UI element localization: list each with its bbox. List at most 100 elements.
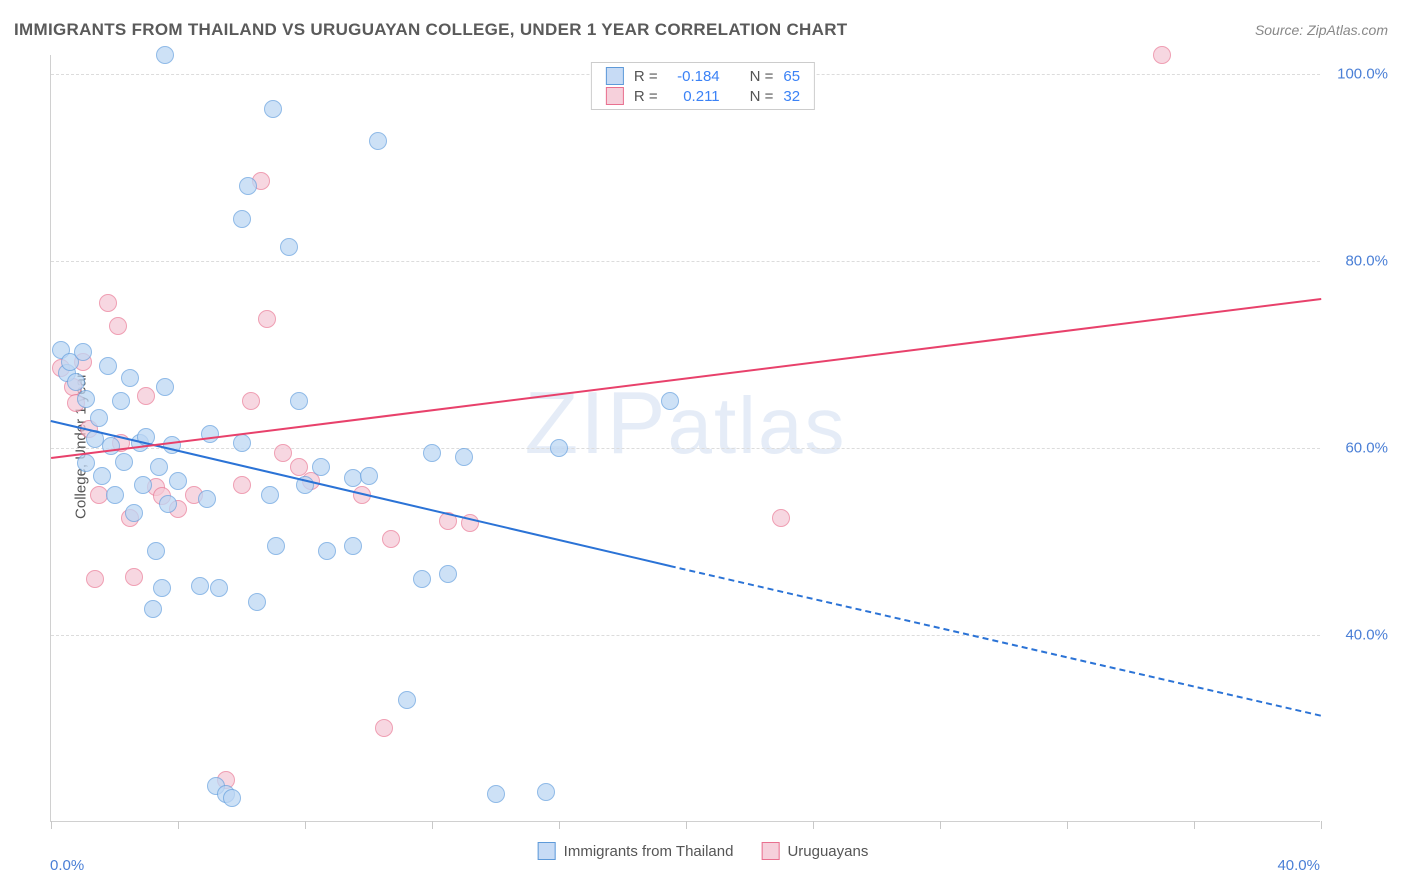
gridline <box>51 261 1320 262</box>
scatter-point-thailand <box>156 46 174 64</box>
scatter-point-thailand <box>423 444 441 462</box>
scatter-point-uruguay <box>86 570 104 588</box>
scatter-point-uruguay <box>233 476 251 494</box>
scatter-point-thailand <box>223 789 241 807</box>
x-tick <box>1321 821 1322 829</box>
scatter-point-thailand <box>67 373 85 391</box>
legend-swatch-blue <box>538 842 556 860</box>
scatter-point-thailand <box>312 458 330 476</box>
legend-n-value: 32 <box>783 88 800 105</box>
chart-source: Source: ZipAtlas.com <box>1255 22 1388 38</box>
scatter-point-thailand <box>487 785 505 803</box>
chart-title: IMMIGRANTS FROM THAILAND VS URUGUAYAN CO… <box>14 20 847 40</box>
scatter-point-uruguay <box>109 317 127 335</box>
scatter-point-thailand <box>147 542 165 560</box>
scatter-point-thailand <box>661 392 679 410</box>
scatter-point-uruguay <box>125 568 143 586</box>
scatter-point-thailand <box>198 490 216 508</box>
scatter-point-thailand <box>267 537 285 555</box>
x-tick <box>1067 821 1068 829</box>
scatter-point-thailand <box>93 467 111 485</box>
x-tick-label: 0.0% <box>50 857 84 874</box>
scatter-point-thailand <box>144 600 162 618</box>
plot-area: ZIPatlas <box>50 55 1320 822</box>
scatter-point-thailand <box>106 486 124 504</box>
legend-series: Immigrants from Thailand Uruguayans <box>538 842 869 860</box>
source-prefix: Source: <box>1255 22 1307 38</box>
legend-stats-row-2: R = 0.211 N = 32 <box>606 87 800 105</box>
scatter-point-uruguay <box>1153 46 1171 64</box>
scatter-point-thailand <box>344 537 362 555</box>
y-tick-label: 100.0% <box>1337 65 1388 82</box>
scatter-point-thailand <box>74 343 92 361</box>
scatter-point-thailand <box>169 472 187 490</box>
correlation-chart: IMMIGRANTS FROM THAILAND VS URUGUAYAN CO… <box>0 0 1406 892</box>
scatter-point-thailand <box>455 448 473 466</box>
scatter-point-thailand <box>112 392 130 410</box>
legend-series-uruguay: Uruguayans <box>761 842 868 860</box>
scatter-point-thailand <box>102 437 120 455</box>
scatter-point-uruguay <box>375 719 393 737</box>
scatter-point-thailand <box>413 570 431 588</box>
legend-r-value: 0.211 <box>668 88 720 105</box>
scatter-point-thailand <box>398 691 416 709</box>
scatter-point-thailand <box>233 210 251 228</box>
legend-stats: R = -0.184 N = 65 R = 0.211 N = 32 <box>591 62 815 110</box>
legend-series-label: Immigrants from Thailand <box>564 843 734 860</box>
trendline-thailand-dashed <box>670 565 1321 717</box>
legend-series-label: Uruguayans <box>787 843 868 860</box>
x-tick <box>940 821 941 829</box>
scatter-point-thailand <box>290 392 308 410</box>
scatter-point-thailand <box>239 177 257 195</box>
y-tick-label: 40.0% <box>1345 626 1388 643</box>
x-tick <box>1194 821 1195 829</box>
legend-series-thailand: Immigrants from Thailand <box>538 842 734 860</box>
legend-swatch-pink <box>761 842 779 860</box>
scatter-point-thailand <box>360 467 378 485</box>
legend-r-label: R = <box>634 68 658 85</box>
source-name: ZipAtlas.com <box>1307 22 1388 38</box>
scatter-point-thailand <box>537 783 555 801</box>
legend-r-label: R = <box>634 88 658 105</box>
scatter-point-thailand <box>550 439 568 457</box>
legend-swatch-blue <box>606 67 624 85</box>
scatter-point-thailand <box>121 369 139 387</box>
scatter-point-thailand <box>90 409 108 427</box>
scatter-point-thailand <box>125 504 143 522</box>
scatter-point-thailand <box>369 132 387 150</box>
y-tick-label: 60.0% <box>1345 439 1388 456</box>
x-tick <box>51 821 52 829</box>
scatter-point-uruguay <box>99 294 117 312</box>
scatter-point-thailand <box>150 458 168 476</box>
x-tick <box>432 821 433 829</box>
x-tick <box>178 821 179 829</box>
y-tick-label: 80.0% <box>1345 252 1388 269</box>
scatter-point-thailand <box>134 476 152 494</box>
scatter-point-thailand <box>77 454 95 472</box>
scatter-point-uruguay <box>137 387 155 405</box>
scatter-point-thailand <box>156 378 174 396</box>
scatter-point-thailand <box>115 453 133 471</box>
scatter-point-thailand <box>261 486 279 504</box>
trendline-uruguay <box>51 298 1321 459</box>
scatter-point-thailand <box>248 593 266 611</box>
scatter-point-thailand <box>99 357 117 375</box>
scatter-point-thailand <box>233 434 251 452</box>
scatter-point-thailand <box>159 495 177 513</box>
scatter-point-uruguay <box>258 310 276 328</box>
scatter-point-thailand <box>264 100 282 118</box>
x-tick-label: 40.0% <box>1277 857 1320 874</box>
x-tick <box>813 821 814 829</box>
legend-n-label: N = <box>750 68 774 85</box>
scatter-point-uruguay <box>242 392 260 410</box>
gridline <box>51 635 1320 636</box>
scatter-point-thailand <box>280 238 298 256</box>
legend-r-value: -0.184 <box>668 68 720 85</box>
x-tick <box>559 821 560 829</box>
legend-n-value: 65 <box>783 68 800 85</box>
scatter-point-thailand <box>318 542 336 560</box>
scatter-point-thailand <box>191 577 209 595</box>
scatter-point-uruguay <box>274 444 292 462</box>
x-tick <box>686 821 687 829</box>
scatter-point-thailand <box>210 579 228 597</box>
